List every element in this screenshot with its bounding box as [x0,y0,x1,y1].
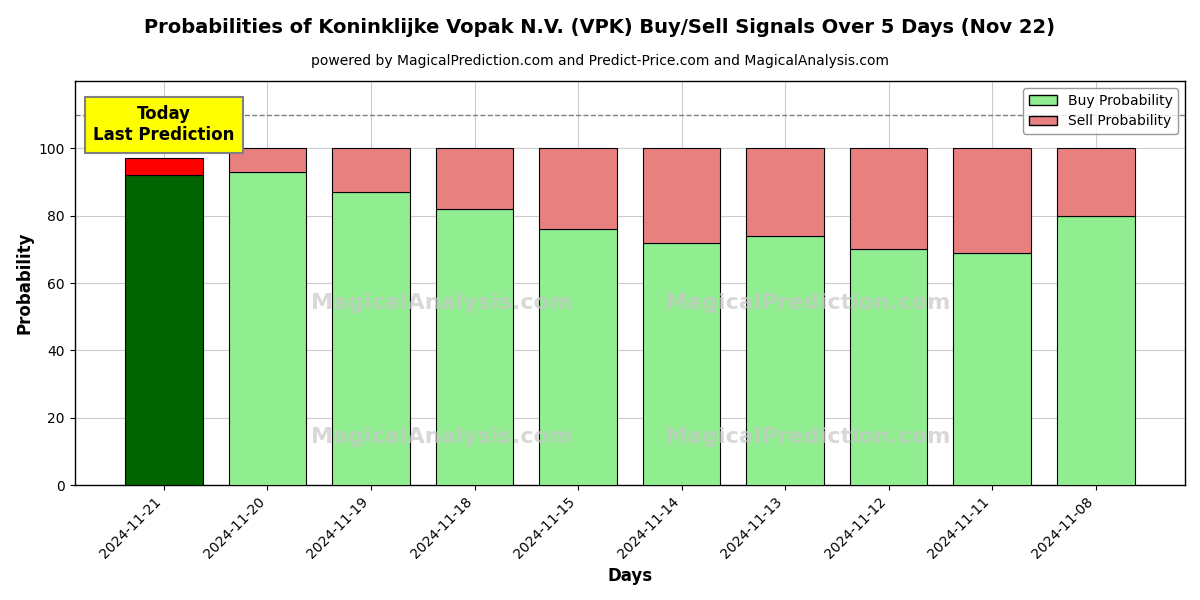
X-axis label: Days: Days [607,567,653,585]
Bar [1057,148,1134,215]
Bar [332,192,410,485]
Bar [125,158,203,175]
Bar [229,148,306,172]
Text: MagicalAnalysis.com: MagicalAnalysis.com [311,293,571,313]
Text: MagicalAnalysis.com: MagicalAnalysis.com [311,427,571,446]
Bar [229,172,306,485]
Bar [1057,215,1134,485]
Y-axis label: Probability: Probability [16,232,34,334]
Text: Today
Last Prediction: Today Last Prediction [94,106,235,144]
Legend: Buy Probability, Sell Probability: Buy Probability, Sell Probability [1024,88,1178,134]
Text: Probabilities of Koninklijke Vopak N.V. (VPK) Buy/Sell Signals Over 5 Days (Nov : Probabilities of Koninklijke Vopak N.V. … [144,18,1056,37]
Bar [643,242,720,485]
Bar [643,148,720,242]
Text: powered by MagicalPrediction.com and Predict-Price.com and MagicalAnalysis.com: powered by MagicalPrediction.com and Pre… [311,54,889,68]
Text: MagicalPrediction.com: MagicalPrediction.com [665,427,950,446]
Bar [436,209,514,485]
Bar [332,148,410,192]
Bar [746,148,824,236]
Text: MagicalPrediction.com: MagicalPrediction.com [665,293,950,313]
Bar [746,236,824,485]
Bar [125,175,203,485]
Bar [850,250,928,485]
Bar [539,229,617,485]
Bar [436,148,514,209]
Bar [953,148,1031,253]
Bar [953,253,1031,485]
Bar [539,148,617,229]
Bar [850,148,928,250]
